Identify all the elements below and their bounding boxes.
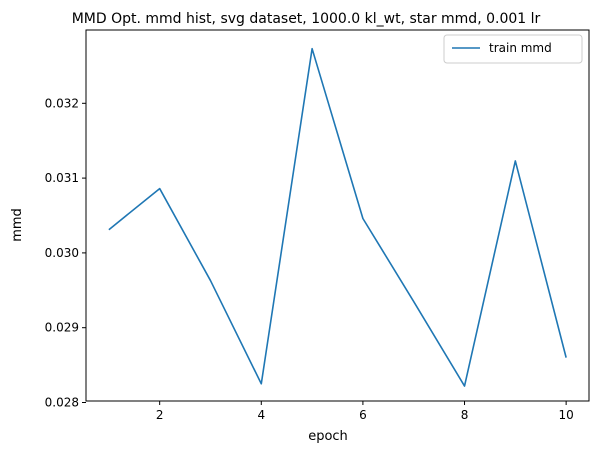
y-tick-label: 0.029	[45, 321, 79, 335]
plot-frame	[85, 29, 590, 402]
x-tick-label: 10	[558, 408, 573, 422]
x-tick-label: 6	[359, 408, 367, 422]
series-layer	[108, 47, 567, 387]
legend-frame	[443, 34, 583, 64]
x-tick-label: 8	[461, 408, 469, 422]
x-axis-label: epoch	[308, 429, 348, 444]
x-tick-label: 2	[156, 408, 164, 422]
series-line-train-mmd	[108, 47, 567, 387]
y-tick-label: 0.032	[45, 96, 79, 110]
legend: train mmd	[443, 34, 583, 64]
x-tick-label: 4	[257, 408, 265, 422]
y-axis: 0.028 0.029 0.030 0.031 0.032	[45, 96, 86, 409]
y-tick-label: 0.031	[45, 171, 79, 185]
chart-title: MMD Opt. mmd hist, svg dataset, 1000.0 k…	[72, 11, 541, 27]
plot-area	[85, 29, 590, 402]
y-tick-label: 0.028	[45, 395, 79, 409]
y-axis-label: mmd	[10, 208, 25, 242]
y-tick-label: 0.030	[45, 246, 79, 260]
x-axis: 2 4 6 8 10	[156, 401, 574, 422]
legend-label-train-mmd: train mmd	[489, 41, 552, 55]
